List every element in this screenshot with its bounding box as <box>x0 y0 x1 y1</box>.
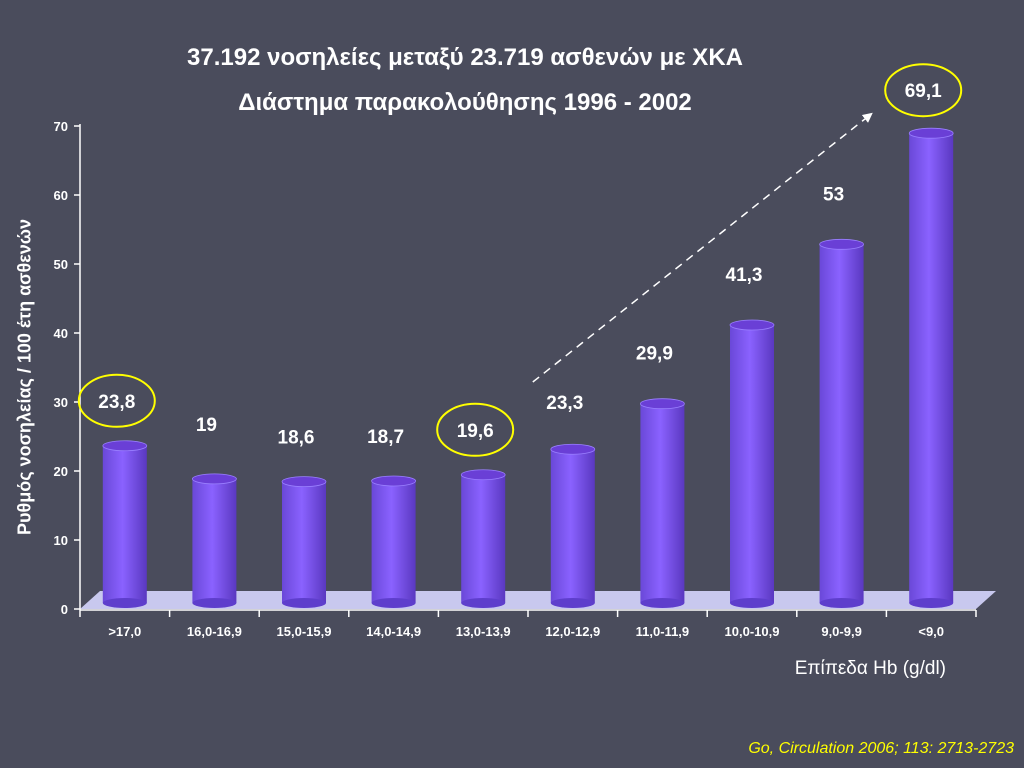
bar <box>550 443 596 608</box>
bar-body <box>102 445 147 603</box>
bar-top <box>908 127 954 139</box>
bar-base <box>909 598 954 608</box>
bar-body <box>192 478 237 603</box>
highlight-circle <box>77 373 156 428</box>
y-tick-label: 0 <box>61 602 68 617</box>
data-label: 41,3 <box>726 265 763 286</box>
highlight-circle <box>884 63 963 118</box>
bar-body <box>461 474 506 603</box>
citation: Go, Circulation 2006; 113: 2713-2723 <box>748 740 1014 757</box>
data-label: 53 <box>823 184 844 205</box>
bar-base <box>282 598 326 608</box>
bar-top <box>191 473 237 485</box>
y-tick-label: 60 <box>54 188 68 203</box>
data-label: 69,1 <box>905 81 942 102</box>
bar-base <box>550 598 595 608</box>
x-tick-label: 10,0-10,9 <box>725 624 780 639</box>
x-tick-label: 15,0-15,9 <box>277 624 332 639</box>
bar-top <box>281 476 327 488</box>
bar-body <box>909 133 954 603</box>
y-tick-label: 20 <box>54 464 68 479</box>
x-tick-label: 9,0-9,9 <box>821 624 861 639</box>
x-tick-label: >17,0 <box>108 624 141 639</box>
x-tick-label: 16,0-16,9 <box>187 624 242 639</box>
bar <box>102 440 148 608</box>
bar <box>191 473 237 608</box>
highlight-circle <box>436 402 515 457</box>
bar-base <box>371 598 416 608</box>
bar-top <box>819 238 864 250</box>
data-label: 19,6 <box>457 421 494 442</box>
y-tick-label: 30 <box>54 395 68 410</box>
x-axis-label: Επίπεδα Hb (g/dl) <box>794 658 946 679</box>
y-tick-label: 10 <box>54 533 68 548</box>
y-tick-label: 50 <box>54 257 68 272</box>
bar-base <box>730 598 774 608</box>
bar <box>281 476 327 608</box>
bar-top <box>460 469 506 481</box>
chart-subtitle: Διάστημα παρακολούθησης 1996 - 2002 <box>238 89 692 116</box>
bar-base <box>102 598 147 608</box>
bar <box>460 469 506 608</box>
bar-body <box>371 480 416 603</box>
bar <box>729 319 775 608</box>
bar <box>908 127 954 608</box>
bar-top <box>371 475 417 487</box>
bar-base <box>461 598 506 608</box>
x-tick-label: 14,0-14,9 <box>366 624 421 639</box>
bar-top <box>640 398 685 410</box>
data-label: 18,7 <box>367 427 404 448</box>
bar-body <box>640 403 685 603</box>
bar-top <box>729 319 775 331</box>
data-label: 29,9 <box>636 344 673 365</box>
data-label: 18,6 <box>278 428 315 449</box>
bar-base <box>640 598 685 608</box>
bar-body <box>550 449 595 603</box>
y-tick-label: 40 <box>54 326 68 341</box>
data-label: 23,3 <box>546 393 583 414</box>
chart-title: 37.192 νοσηλείες μεταξύ 23.719 ασθενών μ… <box>187 44 743 71</box>
bar-top <box>550 443 596 455</box>
data-label: 19 <box>196 415 217 436</box>
bar-body <box>282 481 326 603</box>
x-tick-label: 11,0-11,9 <box>636 624 690 639</box>
x-tick-label: 12,0-12,9 <box>545 624 600 639</box>
bar <box>819 238 864 608</box>
bar-body <box>819 244 864 604</box>
x-tick-label: <9,0 <box>918 624 944 639</box>
y-tick-label: 70 <box>54 119 68 134</box>
bar-top <box>102 440 148 452</box>
bar <box>640 398 685 608</box>
bar-base <box>819 598 864 608</box>
bar-body <box>730 325 774 603</box>
x-tick-label: 13,0-13,9 <box>456 624 511 639</box>
bar-base <box>192 598 237 608</box>
trend-arrow <box>532 112 873 383</box>
data-label: 23,8 <box>98 392 135 413</box>
bar <box>371 475 417 608</box>
